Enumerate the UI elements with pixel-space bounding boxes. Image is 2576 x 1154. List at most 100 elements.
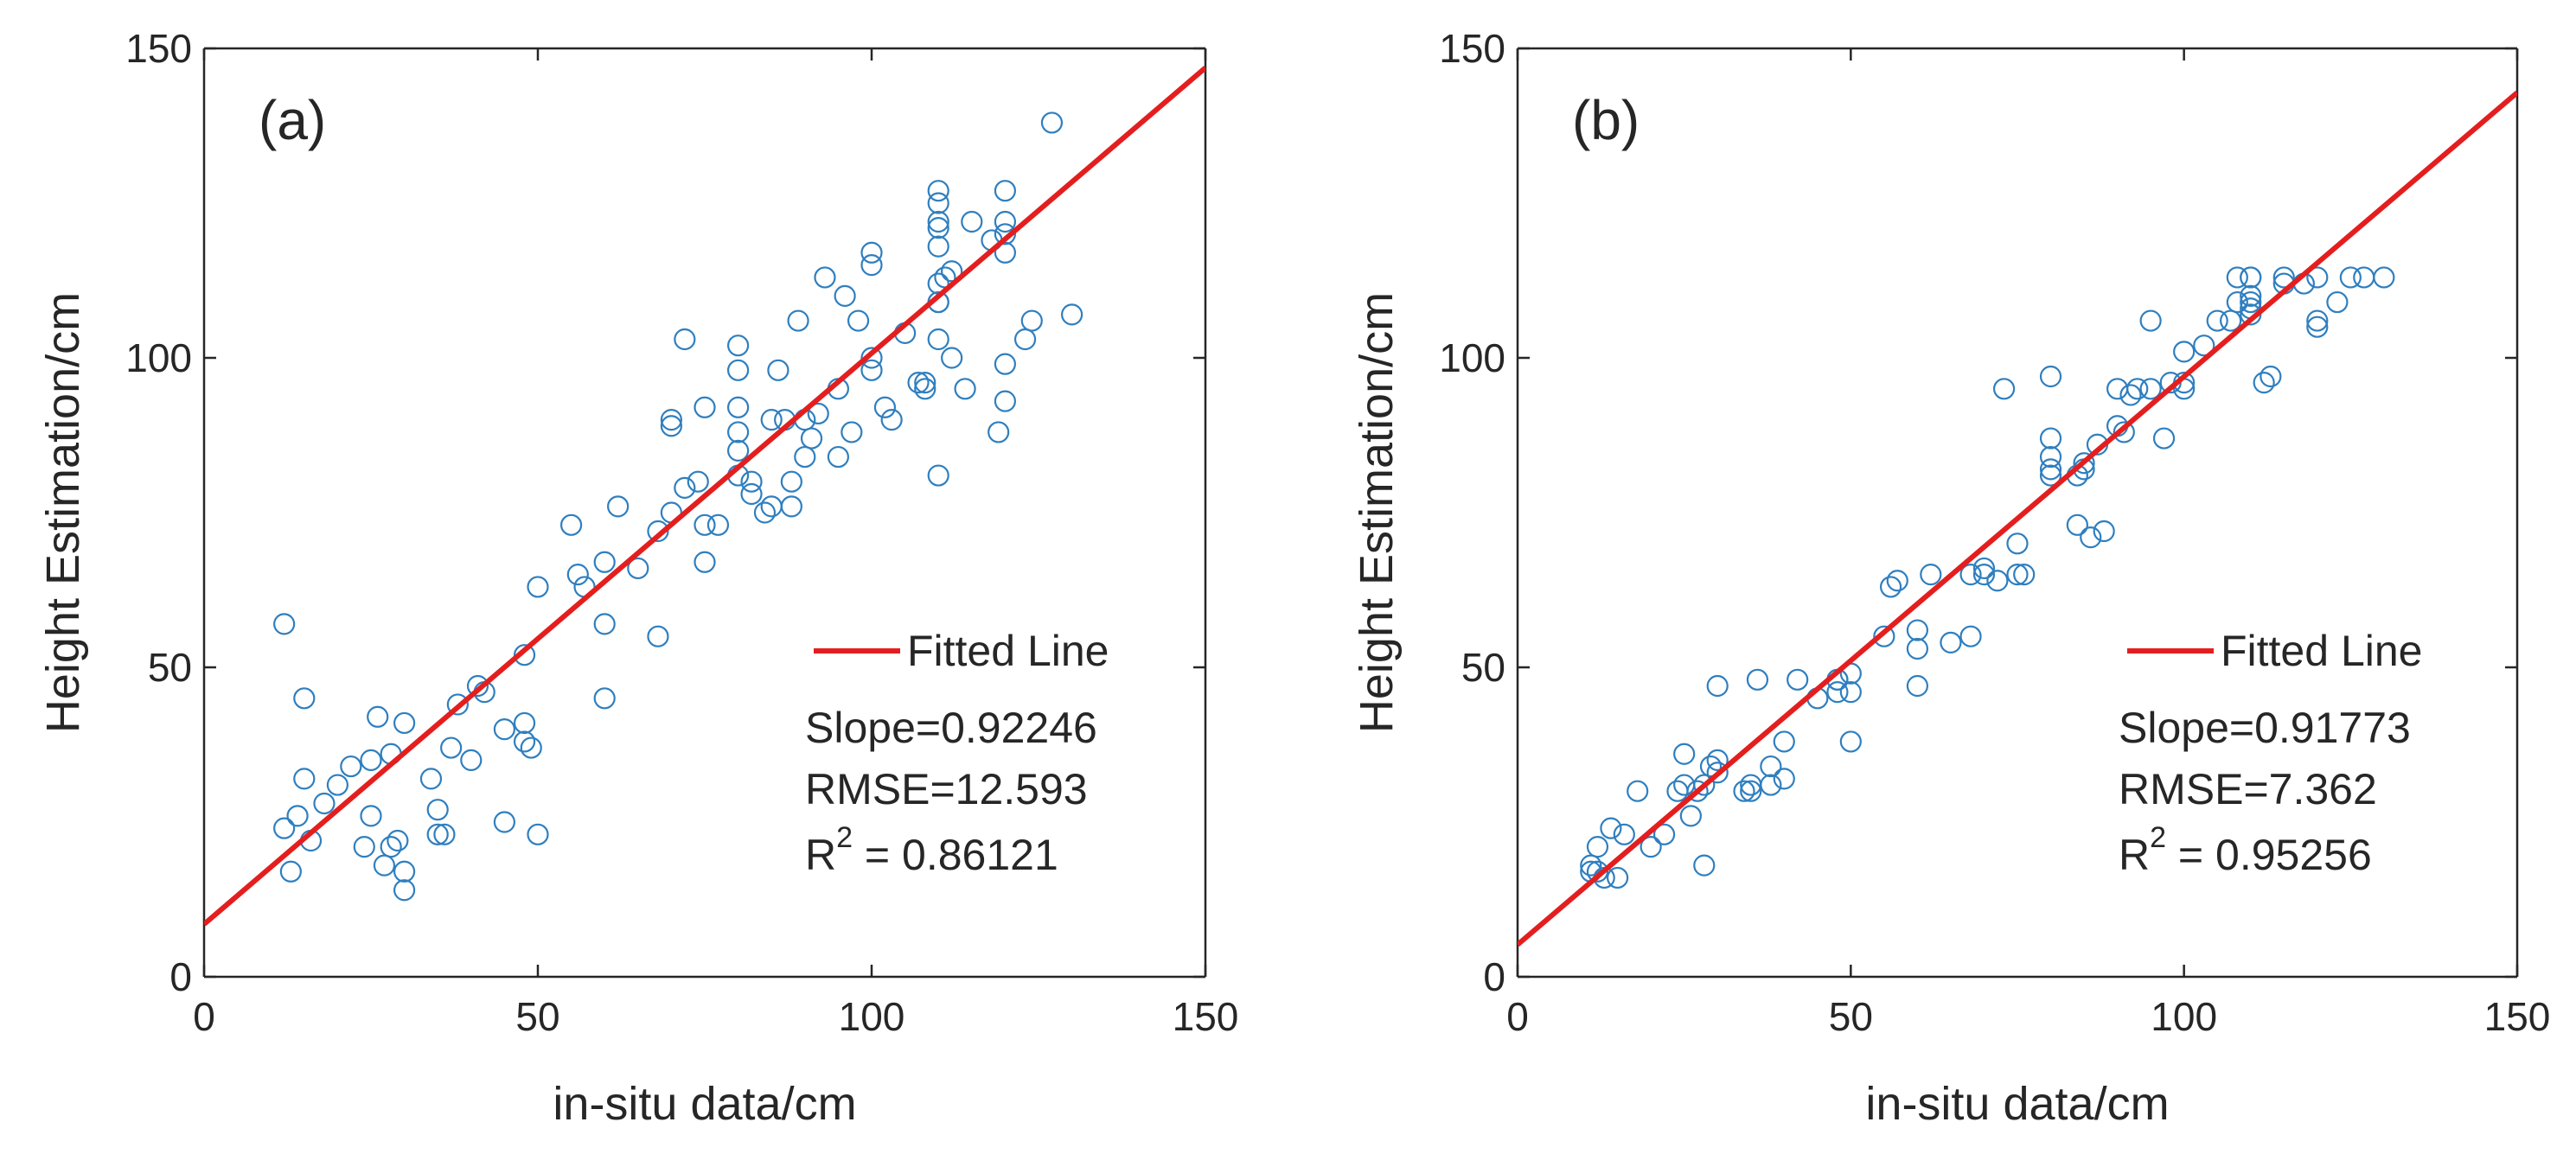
y-tick-label: 100 bbox=[1439, 335, 1505, 380]
data-point bbox=[380, 836, 402, 858]
data-point bbox=[1959, 563, 1982, 586]
data-point bbox=[660, 409, 683, 431]
data-point bbox=[941, 260, 963, 283]
data-point bbox=[353, 836, 375, 858]
data-point bbox=[419, 768, 443, 790]
y-axis-label: Height Estimation/cm bbox=[1351, 292, 1403, 733]
data-point bbox=[907, 372, 930, 394]
data-point bbox=[726, 359, 750, 381]
data-point bbox=[1679, 805, 1702, 827]
data-point bbox=[1606, 866, 1629, 889]
x-tick-label: 100 bbox=[2151, 994, 2217, 1039]
data-point bbox=[726, 335, 750, 357]
data-point bbox=[387, 829, 409, 852]
data-point bbox=[2353, 266, 2375, 289]
data-point bbox=[841, 421, 863, 443]
data-point bbox=[2039, 427, 2062, 449]
fitted-line bbox=[1518, 90, 2517, 947]
data-point bbox=[2080, 526, 2102, 549]
data-point bbox=[780, 495, 802, 518]
data-point bbox=[2039, 458, 2062, 481]
data-point bbox=[2240, 284, 2262, 307]
data-point bbox=[726, 396, 750, 418]
data-point bbox=[2306, 309, 2329, 332]
data-point bbox=[740, 470, 763, 493]
data-point bbox=[273, 613, 296, 635]
data-point bbox=[814, 266, 836, 289]
data-point bbox=[2206, 309, 2228, 332]
data-point bbox=[927, 192, 949, 214]
data-point bbox=[961, 210, 983, 233]
y-axis-label: Height Estimation/cm bbox=[37, 292, 89, 733]
data-point bbox=[286, 805, 309, 827]
data-point bbox=[994, 223, 1017, 245]
data-point bbox=[2113, 421, 2135, 443]
data-point bbox=[493, 717, 516, 741]
slope-annotation: Slope=0.92246 bbox=[805, 704, 1097, 752]
data-point bbox=[2093, 520, 2115, 543]
data-point bbox=[834, 284, 856, 307]
data-point bbox=[566, 563, 589, 586]
x-tick-label: 0 bbox=[193, 994, 215, 1039]
data-point bbox=[1040, 112, 1064, 134]
y-tick-label: 50 bbox=[148, 645, 192, 690]
data-point bbox=[927, 235, 949, 258]
data-point bbox=[767, 359, 789, 381]
y-tick-label: 150 bbox=[125, 26, 192, 71]
x-tick-label: 50 bbox=[515, 994, 559, 1039]
panel-a: 0 50 100 150 0 50 100 150 in-situ data/cm Height … bbox=[37, 26, 1238, 1130]
data-point bbox=[1640, 836, 1662, 858]
data-point bbox=[1586, 836, 1609, 858]
data-point bbox=[647, 625, 669, 647]
data-point bbox=[2373, 266, 2395, 289]
data-point bbox=[1693, 854, 1716, 877]
data-point bbox=[2066, 513, 2088, 536]
data-point bbox=[520, 736, 542, 759]
data-point bbox=[753, 501, 777, 524]
data-point bbox=[593, 613, 616, 635]
data-point bbox=[1613, 823, 1635, 845]
data-point bbox=[393, 860, 416, 883]
data-point bbox=[687, 470, 709, 493]
x-tick-label: 50 bbox=[1829, 994, 1873, 1039]
data-point bbox=[860, 347, 883, 369]
data-point bbox=[2006, 532, 2029, 555]
data-point bbox=[1600, 817, 1622, 839]
data-point bbox=[1673, 743, 1696, 765]
data-point bbox=[426, 823, 449, 845]
data-point bbox=[493, 811, 516, 833]
data-point bbox=[593, 687, 616, 710]
data-point bbox=[513, 644, 536, 666]
data-point bbox=[994, 390, 1017, 412]
data-point bbox=[393, 711, 416, 735]
data-point bbox=[1839, 730, 1862, 753]
fitted-line bbox=[204, 66, 1205, 927]
data-point bbox=[1627, 780, 1649, 802]
data-point bbox=[794, 445, 816, 469]
data-point bbox=[1773, 730, 1795, 753]
data-point bbox=[954, 378, 976, 400]
data-point bbox=[927, 328, 949, 351]
data-point bbox=[694, 396, 716, 418]
data-point bbox=[446, 693, 469, 716]
data-point bbox=[293, 687, 316, 710]
data-point bbox=[927, 210, 949, 233]
data-point bbox=[1699, 755, 1723, 778]
x-tick-label: 150 bbox=[2484, 994, 2551, 1039]
data-point bbox=[1686, 780, 1709, 802]
data-point bbox=[426, 799, 449, 821]
data-point bbox=[460, 749, 483, 772]
data-point bbox=[340, 755, 362, 778]
data-point bbox=[827, 445, 850, 469]
data-point bbox=[1773, 768, 1795, 790]
data-point bbox=[593, 551, 616, 573]
data-point bbox=[1760, 755, 1782, 778]
data-point bbox=[1706, 762, 1729, 784]
data-point bbox=[927, 217, 949, 239]
data-point bbox=[1652, 823, 1676, 845]
data-point bbox=[988, 421, 1010, 443]
data-point bbox=[807, 402, 829, 425]
data-point bbox=[860, 359, 883, 381]
data-point bbox=[1693, 774, 1716, 796]
data-point bbox=[880, 409, 903, 431]
